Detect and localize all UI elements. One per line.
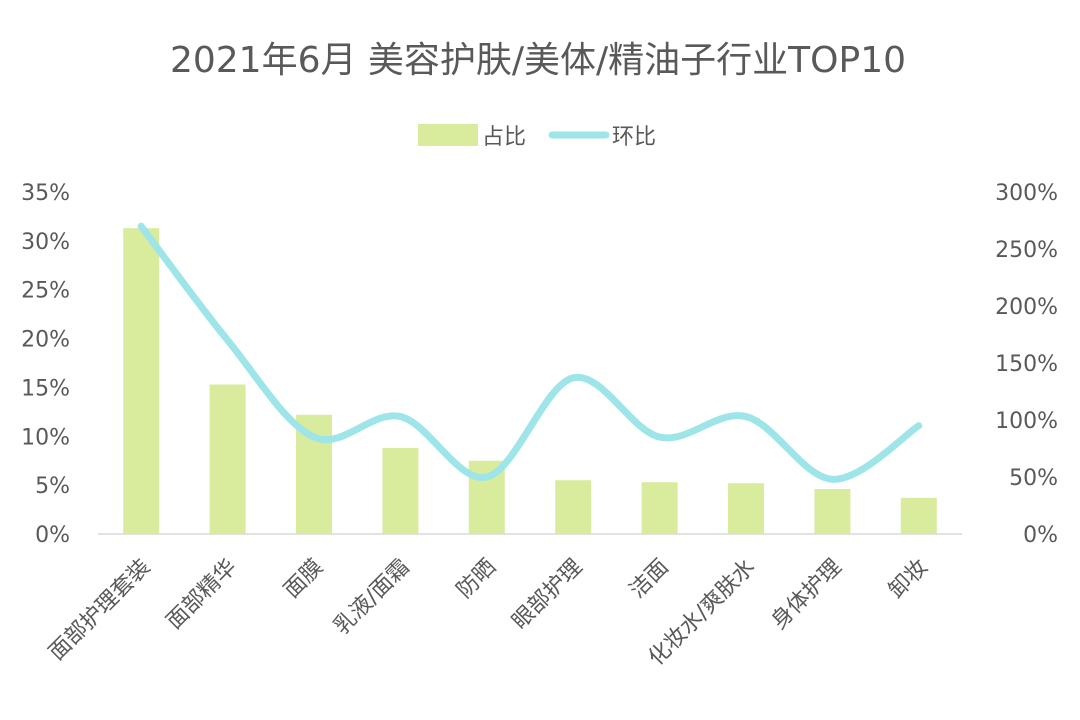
line-point [140, 225, 142, 227]
y-right-tick-label: 300% [995, 181, 1058, 206]
bar [209, 384, 246, 534]
line-point [745, 416, 747, 418]
line-point [831, 478, 833, 480]
x-category-label: 防晒 [452, 555, 501, 604]
x-category-label: 洁面 [625, 555, 674, 604]
x-category-label: 身体护理 [767, 555, 847, 635]
x-category-label: 面部精华 [162, 555, 242, 635]
line-point [486, 476, 488, 478]
y-right-tick-label: 0% [1023, 523, 1058, 548]
legend-label-bar: 占比 [482, 125, 526, 150]
x-category-label: 乳液/面霜 [329, 555, 414, 640]
x-category-label: 面膜 [279, 555, 328, 604]
bar [900, 497, 937, 534]
line-point [659, 436, 661, 438]
y-right-tick-label: 100% [995, 409, 1058, 434]
series-line-huanbi [137, 222, 923, 483]
y-left-tick-label: 10% [21, 425, 70, 450]
legend-label-line: 环比 [612, 125, 656, 150]
y-left-tick-label: 35% [21, 181, 70, 206]
x-category-label: 卸妆 [884, 555, 933, 604]
line-point [572, 377, 574, 379]
line-point [313, 436, 315, 438]
chart-title: 2021年6月 美容护肤/美体/精油子行业TOP10 [170, 40, 906, 81]
y-right-tick-label: 150% [995, 352, 1058, 377]
legend: 占比 环比 [418, 124, 656, 150]
y-left-tick-label: 5% [35, 474, 70, 499]
line-series [137, 222, 923, 483]
bar [641, 482, 678, 534]
bar [814, 489, 851, 534]
y-left-tick-label: 15% [21, 376, 70, 401]
y-right-tick-label: 250% [995, 238, 1058, 263]
y-left-tick-label: 30% [21, 230, 70, 255]
bar [728, 483, 764, 534]
y-axis-right: 0% 50% 100% 150% 200% 250% 300% [995, 181, 1058, 548]
y-left-tick-label: 0% [35, 523, 70, 548]
line-point [918, 425, 920, 427]
y-axis-left: 0% 5% 10% 15% 20% 25% 30% 35% [21, 181, 70, 548]
y-right-tick-label: 50% [1009, 466, 1058, 491]
line-point [399, 416, 401, 418]
bar-series [123, 228, 937, 534]
x-category-label: 眼部护理 [508, 555, 588, 635]
bar [382, 448, 419, 534]
y-left-tick-label: 25% [21, 279, 70, 304]
y-right-tick-label: 200% [995, 295, 1058, 320]
y-left-tick-label: 20% [21, 328, 70, 353]
line-point [227, 339, 229, 341]
x-category-label: 面部护理套装 [44, 555, 155, 666]
legend-swatch-bar [418, 124, 478, 146]
bar [555, 480, 592, 534]
bar [123, 228, 160, 534]
